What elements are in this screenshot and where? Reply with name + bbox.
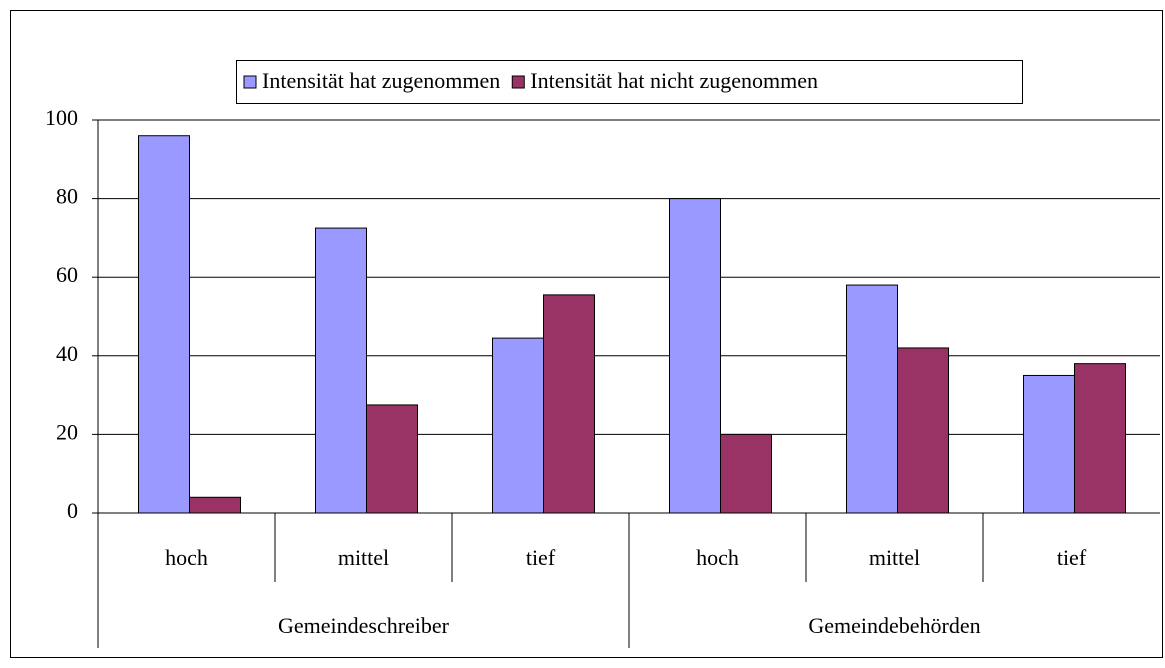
group-label: Gemeindeschreiber [278, 613, 450, 638]
x-tick-label: tief [1057, 545, 1087, 570]
bar [669, 198, 721, 514]
legend-swatch [243, 75, 257, 89]
y-tick-label: 40 [56, 341, 78, 366]
bar [138, 135, 190, 514]
y-tick-label: 100 [45, 105, 78, 130]
legend-box [236, 60, 1023, 104]
bar [543, 294, 595, 514]
chart-frame [10, 10, 1163, 658]
x-tick-label: mittel [869, 545, 920, 570]
bar [1023, 374, 1075, 514]
bar [492, 337, 544, 514]
y-tick-label: 80 [56, 184, 78, 209]
y-tick-label: 60 [56, 262, 78, 287]
legend-label: Intensität hat nicht zugenommen [530, 68, 818, 93]
x-tick-label: mittel [338, 545, 389, 570]
bar [1074, 363, 1126, 514]
bar [315, 227, 367, 514]
group-label: Gemeindebehörden [808, 613, 980, 638]
y-tick-label: 0 [67, 498, 78, 523]
bar [897, 347, 949, 514]
bar [846, 284, 898, 514]
x-tick-label: hoch [696, 545, 739, 570]
bar [189, 496, 241, 514]
x-tick-label: hoch [165, 545, 208, 570]
bar [720, 433, 772, 514]
legend-label: Intensität hat zugenommen [262, 68, 500, 93]
y-tick-label: 20 [56, 419, 78, 444]
x-tick-label: tief [526, 545, 556, 570]
legend-swatch [511, 75, 525, 89]
bar [366, 404, 418, 514]
